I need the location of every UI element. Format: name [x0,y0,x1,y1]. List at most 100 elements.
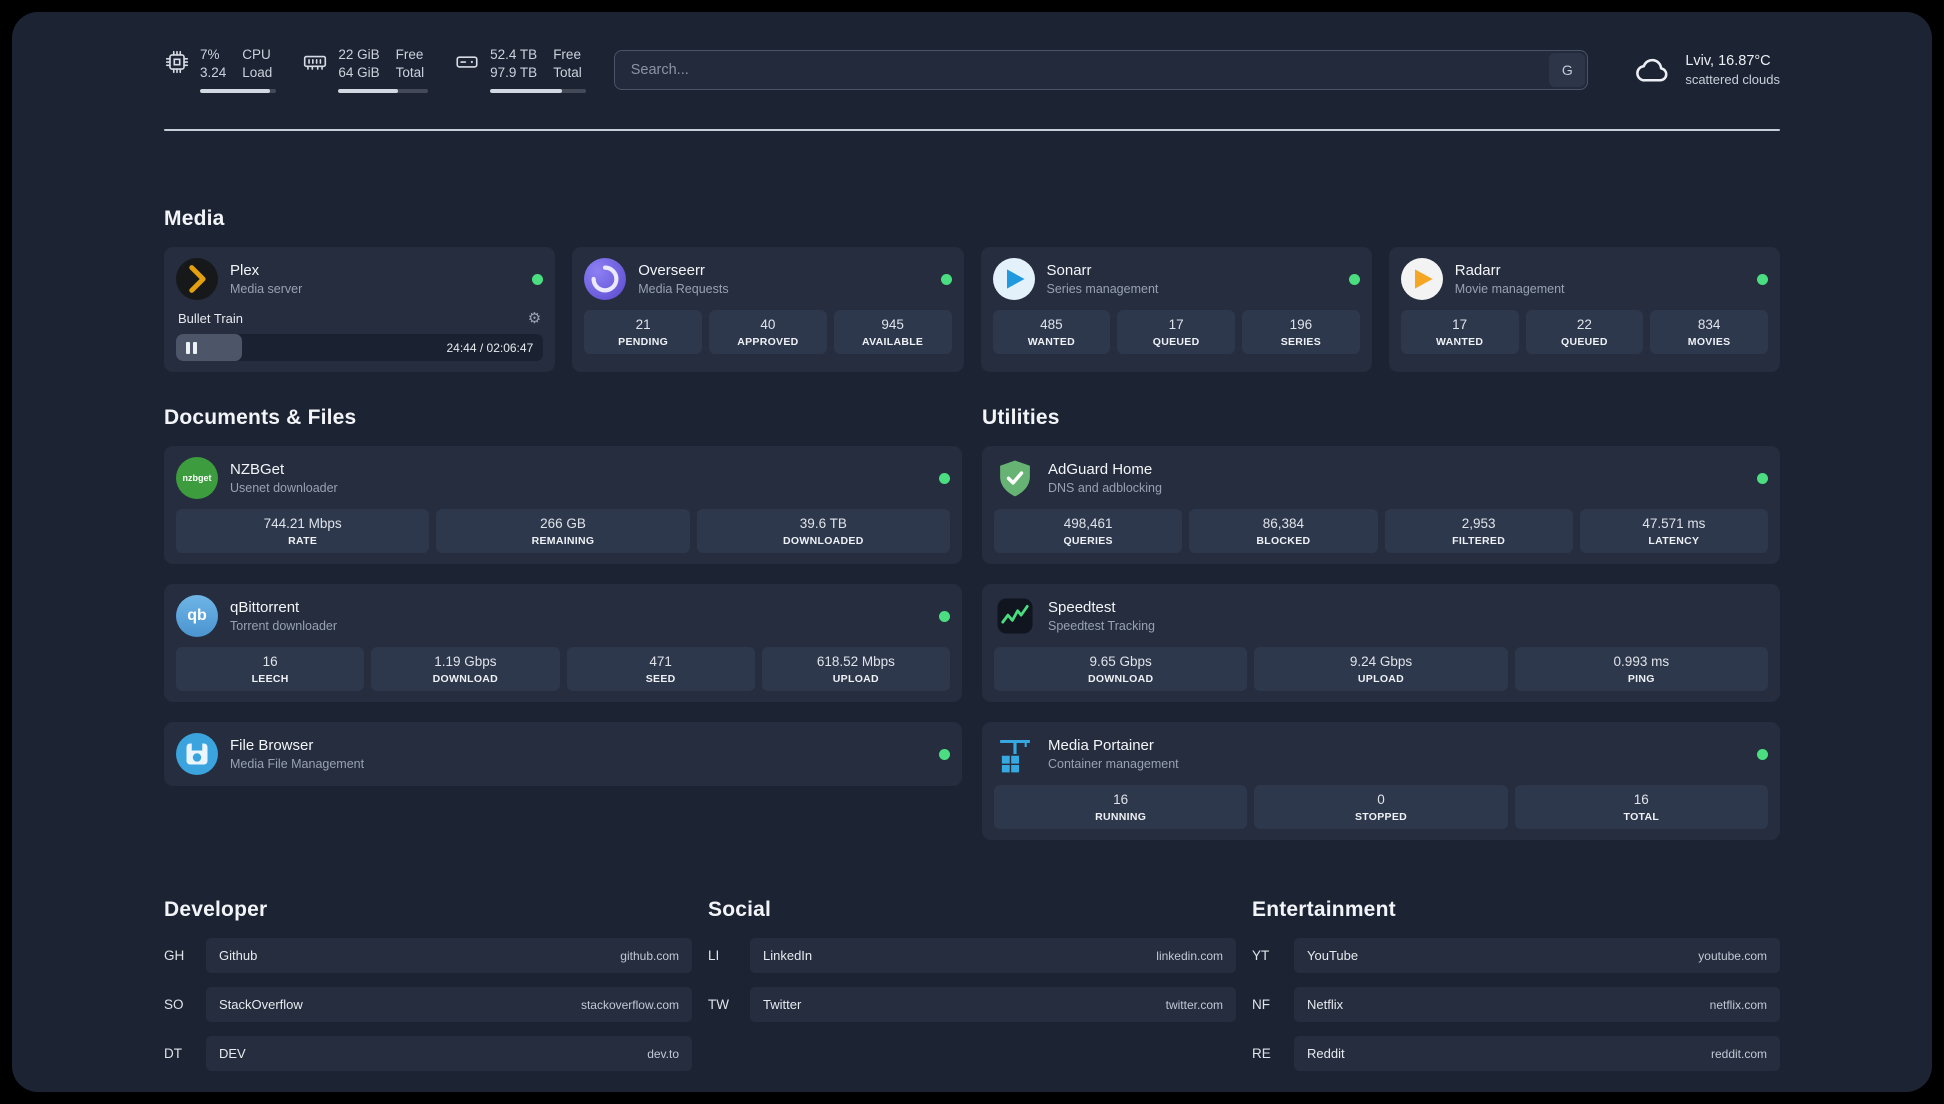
service-card-sonarr[interactable]: Sonarr Series management 485 WANTED 17 Q… [980,247,1372,373]
status-dot [1757,273,1768,285]
stat-block: 196 SERIES [1242,310,1360,355]
search-provider-button[interactable]: G [1549,52,1586,87]
disk-total: 97.9 TB [490,65,538,81]
service-card-qbittorrent[interactable]: qb qBittorrent Torrent downloader 16 LEE… [164,584,962,703]
stat-block: 485 WANTED [992,310,1111,355]
bookmark-link-youtube[interactable]: YouTube youtube.com [1294,938,1780,974]
service-name: NZBGet [230,461,285,479]
search-bar: G [613,49,1589,90]
memory-icon [304,55,327,70]
bookmark-link-linkedin[interactable]: LinkedIn linkedin.com [750,938,1236,974]
bookmark-abbr: LI [708,948,720,964]
stat-block: 17 QUEUED [1117,310,1235,355]
service-name: File Browser [230,737,314,755]
memory-total: 64 GiB [338,65,380,81]
stat-block: 266 GB REMAINING [436,509,690,554]
bookmark-row: GH Github github.com [164,938,692,974]
cpu-progress-bar [200,89,277,94]
service-name: AdGuard Home [1048,461,1153,479]
service-description: DNS and adblocking [1048,481,1162,496]
weather-condition: scattered clouds [1685,71,1780,87]
bookmark-row: SO StackOverflow stackoverflow.com [164,987,692,1023]
cpu-widget: 7% 3.24 CPU Load [164,46,277,94]
cpu-percent: 7% [200,47,220,62]
status-dot [939,748,950,760]
service-card-plex[interactable]: Plex Media server Bullet Train ⚙ 24:44 /… [164,247,556,373]
memory-free-label: Free [395,47,424,62]
service-description: Series management [1046,282,1159,297]
radarr-icon [1400,258,1443,301]
service-description: Media server [230,282,303,297]
bookmark-link-twitter[interactable]: Twitter twitter.com [750,987,1236,1023]
stat-block: 86,384 BLOCKED [1189,509,1378,554]
memory-progress-bar [338,89,429,94]
service-description: Torrent downloader [230,619,338,634]
stat-block: 471 SEED [566,647,755,692]
media-grid: Plex Media server Bullet Train ⚙ 24:44 /… [164,247,1780,373]
memory-widget: 22 GiB 64 GiB Free Total [302,46,429,94]
disk-total-label: Total [553,65,582,81]
bookmark-row: YT YouTube youtube.com [1252,938,1780,974]
adguard-icon [994,457,1036,499]
cloud-icon [1636,58,1668,82]
service-card-nzbget[interactable]: nzbget NZBGet Usenet downloader 744.21 M… [164,446,962,565]
stat-block: 834 MOVIES [1650,310,1768,355]
bookmark-group-social: Social LI LinkedIn linkedin.com TW Twitt… [708,898,1236,1071]
service-card-portainer[interactable]: Media Portainer Container management 16 … [982,722,1780,841]
stat-block: 16 TOTAL [1514,785,1768,830]
stat-block: 2,953 FILTERED [1384,509,1573,554]
status-dot [939,472,950,484]
gear-icon[interactable]: ⚙ [527,310,542,328]
bookmark-link-dev[interactable]: DEV dev.to [206,1036,692,1072]
bookmark-row: RE Reddit reddit.com [1252,1036,1780,1072]
status-dot [939,610,950,622]
search-input[interactable] [613,49,1589,90]
service-card-radarr[interactable]: Radarr Movie management 17 WANTED 22 QUE… [1388,247,1780,373]
stat-block: 1.19 Gbps DOWNLOAD [371,647,560,692]
now-playing-title: Bullet Train [178,310,244,326]
overseerr-icon [584,258,627,301]
plex-icon [176,258,218,301]
speedtest-icon [994,595,1036,637]
bookmark-link-github[interactable]: Github github.com [206,938,692,974]
portainer-icon [994,733,1036,775]
stat-block: 16 RUNNING [994,785,1248,830]
disk-widget: 52.4 TB 97.9 TB Free Total [454,46,586,94]
bookmark-group-entertainment: Entertainment YT YouTube youtube.com NF … [1252,898,1780,1072]
bookmark-row: NF Netflix netflix.com [1252,987,1780,1023]
service-card-adguard[interactable]: AdGuard Home DNS and adblocking 498,461 … [982,446,1780,565]
bookmark-link-reddit[interactable]: Reddit reddit.com [1294,1036,1780,1072]
bookmark-link-stackoverflow[interactable]: StackOverflow stackoverflow.com [206,987,692,1023]
status-dot [532,273,544,285]
playback-progress-bar[interactable]: 24:44 / 02:06:47 [176,334,544,362]
stat-block: 9.24 Gbps UPLOAD [1254,647,1508,692]
service-description: Usenet downloader [230,481,338,496]
memory-free: 22 GiB [338,47,380,62]
bookmark-row: DT DEV dev.to [164,1036,692,1072]
bookmark-abbr: TW [708,997,729,1013]
stat-block: 21 PENDING [584,310,702,355]
bookmark-link-netflix[interactable]: Netflix netflix.com [1294,987,1780,1023]
bookmark-abbr: DT [164,1046,182,1062]
service-description: Media File Management [230,757,365,772]
playback-time: 24:44 / 02:06:47 [446,340,534,355]
service-name: Plex [230,262,260,280]
service-description: Movie management [1454,282,1565,297]
memory-total-label: Total [395,65,425,81]
pause-button[interactable] [186,341,197,354]
sonarr-icon [992,258,1035,301]
stat-block: 744.21 Mbps RATE [176,509,430,554]
service-description: Container management [1048,757,1179,772]
service-card-filebrowser[interactable]: File Browser Media File Management [164,722,962,787]
service-name: qBittorrent [230,599,300,617]
service-card-overseerr[interactable]: Overseerr Media Requests 21 PENDING 40 A… [572,247,964,373]
stat-block: 945 AVAILABLE [833,310,952,355]
service-description: Speedtest Tracking [1048,619,1156,634]
documents-column: Documents & Files nzbget NZBGet Usenet d… [164,406,962,787]
filebrowser-icon [176,733,218,776]
dashboard-panel: 7% 3.24 CPU Load [12,12,1932,1092]
service-card-speedtest[interactable]: Speedtest Speedtest Tracking 9.65 Gbps D… [982,584,1780,703]
section-title-entertainment: Entertainment [1252,898,1396,922]
stat-block: 16 LEECH [176,647,365,692]
service-description: Media Requests [638,282,729,297]
